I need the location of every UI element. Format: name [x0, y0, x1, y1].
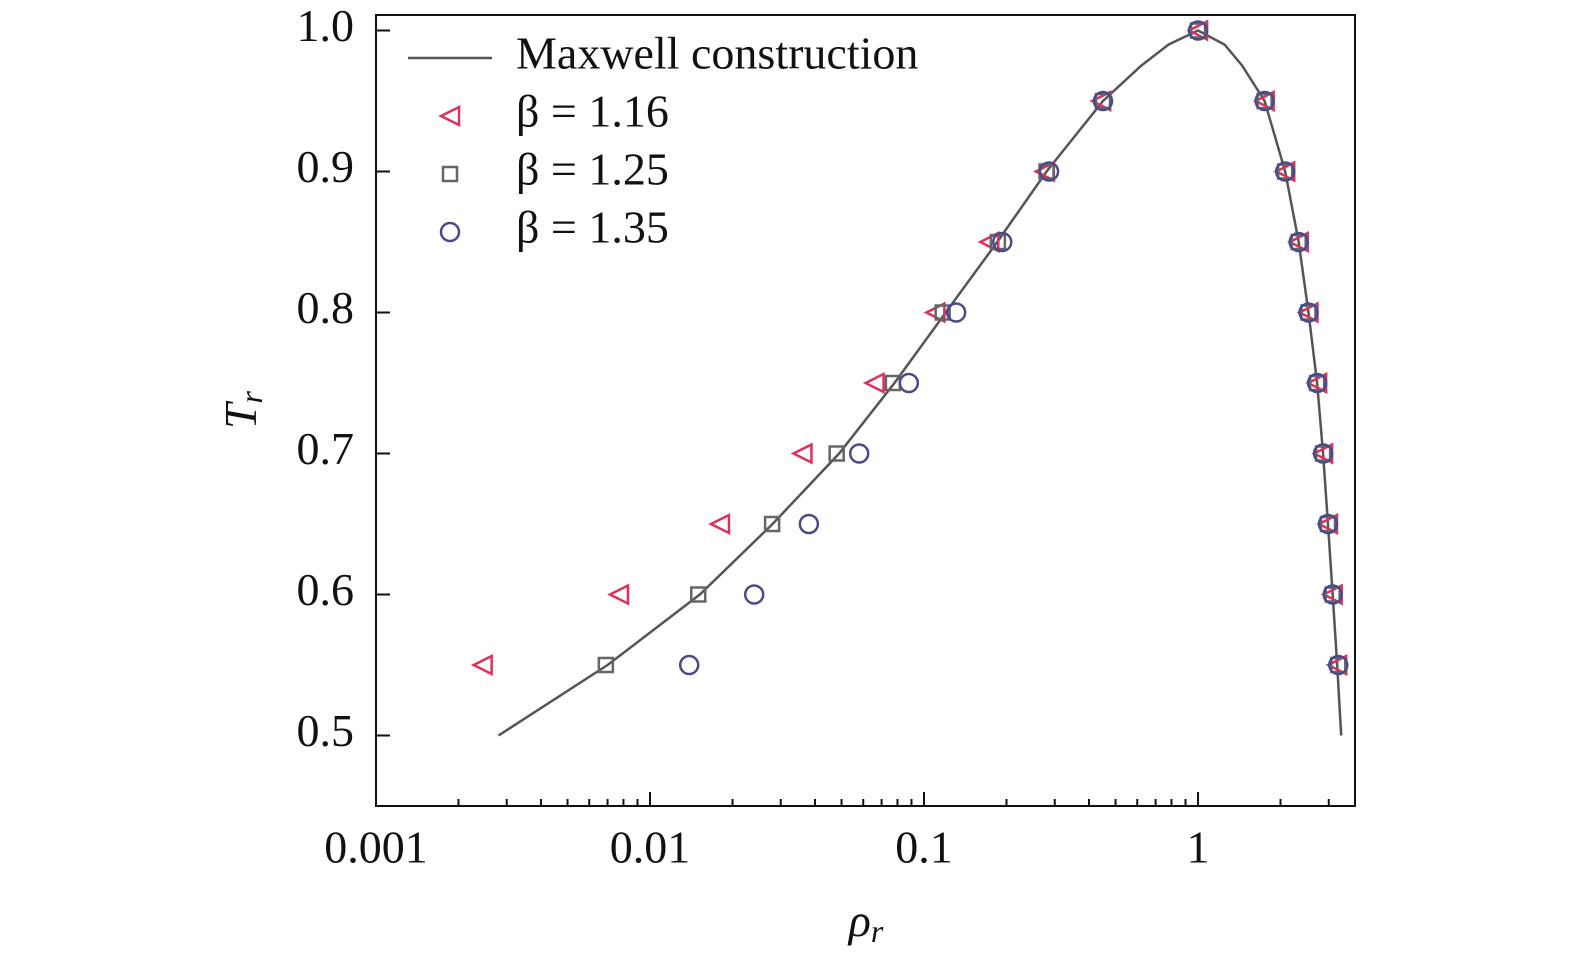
y-tick-label: 0.7: [297, 423, 355, 474]
data-point: [1189, 22, 1207, 39]
data-point: [862, 371, 885, 395]
data-point: [945, 302, 967, 323]
data-point: [1288, 231, 1309, 253]
y-tick-label: 0.8: [297, 282, 355, 333]
data-point: [1254, 90, 1275, 112]
data-point: [977, 230, 1000, 254]
data-point: [934, 304, 951, 321]
data-point: [848, 443, 870, 464]
data-point: [1276, 163, 1294, 180]
data-point: [470, 653, 493, 677]
legend-marker: [441, 165, 459, 183]
data-point: [1317, 513, 1339, 535]
data-point: [1330, 656, 1347, 674]
data-point: [743, 584, 765, 605]
legend-label: β = 1.25: [516, 144, 669, 195]
data-point: [1306, 372, 1328, 394]
data-point: [898, 372, 920, 394]
legend-label: β = 1.16: [516, 86, 669, 137]
data-point: [1298, 302, 1319, 323]
x-axis-label: ρr: [847, 895, 884, 950]
data-point: [678, 654, 700, 676]
data-point: [597, 656, 615, 674]
maxwell-curve: [497, 29, 1343, 737]
data-point: [1300, 304, 1317, 321]
x-tick-label: 0.1: [895, 822, 953, 873]
y-label-symbol: T: [215, 400, 266, 429]
y-label-sub: r: [233, 390, 269, 403]
legend-label: β = 1.35: [516, 202, 669, 253]
x-tick-label: 0.001: [324, 822, 428, 873]
data-point: [1094, 92, 1112, 110]
data-point: [1328, 654, 1349, 676]
data-point: [790, 442, 813, 465]
legend-marker: [439, 221, 461, 243]
data-point: [690, 586, 707, 603]
y-tick-label: 1.0: [297, 0, 355, 51]
data-point: [1324, 586, 1341, 603]
x-tick-label: 0.01: [610, 822, 691, 873]
data-point: [828, 445, 845, 462]
data-point: [1322, 584, 1343, 605]
data-point: [1290, 233, 1307, 251]
data-point: [763, 515, 781, 533]
data-point: [798, 513, 820, 535]
y-axis-label: Tr: [215, 390, 270, 429]
y-tick-label: 0.5: [297, 705, 355, 756]
x-tick-label: 1: [1187, 822, 1210, 873]
data-point: [1092, 90, 1114, 112]
y-tick-label: 0.6: [297, 564, 355, 615]
data-point: [607, 583, 630, 606]
plot-frame: [375, 14, 1356, 807]
data-point: [1187, 20, 1209, 41]
data-point: [992, 231, 1013, 253]
data-point: [1314, 445, 1332, 462]
data-point: [708, 512, 731, 536]
legend-label: Maxwell construction: [516, 28, 918, 79]
data-point: [1308, 374, 1326, 392]
data-point: [1319, 515, 1337, 533]
data-point: [1274, 161, 1296, 182]
data-point: [1038, 161, 1060, 182]
data-point: [1256, 92, 1273, 110]
x-label-symbol: ρ: [847, 895, 871, 946]
x-label-sub: r: [871, 913, 884, 949]
y-tick-label: 0.9: [297, 141, 355, 192]
data-point: [1312, 443, 1334, 464]
legend-marker: [438, 104, 461, 128]
